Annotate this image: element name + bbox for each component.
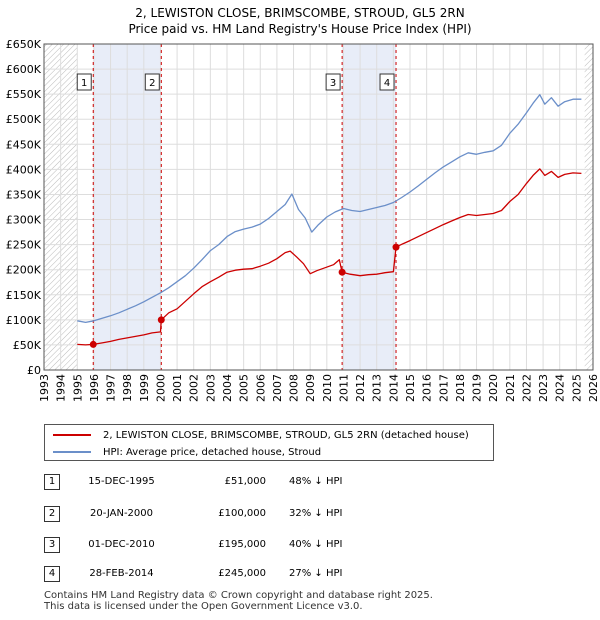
y-tick-label: £200K — [6, 264, 42, 277]
sale-point — [157, 316, 165, 324]
chart-title: 2, LEWISTON CLOSE, BRIMSCOMBE, STROUD, G… — [135, 6, 465, 20]
x-tick-label: 2016 — [421, 374, 434, 402]
transaction-hpi-delta: 40% ↓ HPI — [289, 539, 343, 550]
x-tick-label: 2007 — [271, 374, 284, 402]
x-tick-label: 2008 — [288, 374, 301, 402]
footer-copyright: Contains HM Land Registry data © Crown c… — [44, 590, 433, 601]
legend-label-hpi: HPI: Average price, detached house, Stro… — [103, 446, 322, 458]
x-tick-label: 2010 — [321, 374, 334, 402]
x-tick-label: 1994 — [55, 374, 68, 402]
transaction-price: £100,000 — [218, 508, 266, 519]
x-tick-label: 2024 — [554, 374, 567, 402]
x-tick-label: 1998 — [121, 374, 134, 402]
y-tick-label: £550K — [6, 88, 42, 101]
x-tick-label: 2026 — [587, 374, 600, 402]
x-tick-label: 1996 — [88, 374, 101, 402]
x-tick-label: 1997 — [105, 374, 118, 402]
transaction-number: 1 — [44, 474, 60, 490]
x-tick-label: 2017 — [437, 374, 450, 402]
y-tick-label: £300K — [6, 214, 42, 227]
sale-point — [89, 340, 97, 348]
transaction-hpi-delta: 48% ↓ HPI — [289, 476, 343, 487]
chart-subtitle: Price paid vs. HM Land Registry's House … — [128, 22, 472, 36]
x-tick-label: 2004 — [221, 374, 234, 402]
sale-label-number: 3 — [330, 78, 336, 89]
x-tick-label: 2023 — [537, 374, 550, 402]
x-tick-label: 2019 — [471, 374, 484, 402]
sale-label-box — [76, 73, 92, 91]
x-tick-label: 2013 — [371, 374, 384, 402]
legend-item-property: 2, LEWISTON CLOSE, BRIMSCOMBE, STROUD, G… — [53, 427, 469, 443]
transaction-price: £245,000 — [218, 568, 266, 579]
x-tick-label: 2006 — [254, 374, 267, 402]
x-tick-label: 2021 — [504, 374, 517, 402]
sale-label-box — [325, 73, 341, 91]
x-tick-label: 2002 — [188, 374, 201, 402]
series-line-hpi — [77, 94, 582, 324]
x-tick-label: 2015 — [404, 374, 417, 402]
no-data-hatch-end — [584, 44, 593, 370]
y-tick-label: £100K — [6, 314, 42, 327]
sale-label-number: 1 — [81, 78, 87, 89]
x-tick-label: 1999 — [138, 374, 151, 402]
plot-border — [43, 43, 594, 371]
y-tick-label: £400K — [6, 163, 42, 176]
legend-swatch-hpi — [53, 451, 91, 453]
y-tick-label: £600K — [6, 63, 42, 76]
y-tick-label: £650K — [6, 38, 42, 51]
legend-swatch-property — [53, 434, 91, 436]
x-tick-label: 2003 — [204, 374, 217, 402]
y-tick-label: £350K — [6, 188, 42, 201]
transaction-date: 20-JAN-2000 — [89, 508, 154, 519]
legend-item-hpi: HPI: Average price, detached house, Stro… — [53, 444, 321, 460]
transaction-date: 01-DEC-2010 — [88, 539, 155, 550]
transaction-price: £51,000 — [224, 476, 266, 487]
x-tick-label: 2001 — [171, 374, 184, 402]
y-tick-label: £500K — [6, 113, 42, 126]
sale-point — [338, 268, 346, 276]
x-tick-label: 2009 — [304, 374, 317, 402]
y-tick-label: £0 — [27, 364, 41, 377]
x-tick-label: 2011 — [337, 374, 350, 402]
x-tick-label: 2018 — [454, 374, 467, 402]
transaction-date: 15-DEC-1995 — [88, 476, 155, 487]
y-tick-label: £250K — [6, 239, 42, 252]
transaction-hpi-delta: 27% ↓ HPI — [289, 568, 343, 579]
x-tick-label: 1993 — [38, 374, 51, 402]
x-tick-label: 2020 — [487, 374, 500, 402]
x-tick-label: 2000 — [154, 374, 167, 402]
transaction-price: £195,000 — [218, 539, 266, 550]
y-tick-label: £450K — [6, 138, 42, 151]
x-tick-label: 2005 — [238, 374, 251, 402]
y-tick-label: £50K — [13, 339, 42, 352]
transaction-number: 3 — [44, 537, 60, 553]
sale-label-box — [379, 73, 395, 91]
transaction-number: 2 — [44, 506, 60, 522]
footer-licence: This data is licensed under the Open Gov… — [44, 601, 363, 612]
shaded-period — [342, 44, 397, 370]
x-tick-label: 2022 — [520, 374, 533, 402]
transaction-number: 4 — [44, 566, 60, 582]
price-chart: 1 2 3 4 £0 £50K £100K £150K £200K £250K £300K £350K… — [6, 38, 600, 402]
y-tick-label: £150K — [6, 289, 42, 302]
sale-point — [392, 243, 400, 251]
x-tick-label: 1995 — [71, 374, 84, 402]
x-tick-label: 2012 — [354, 374, 367, 402]
legend: 2, LEWISTON CLOSE, BRIMSCOMBE, STROUD, G… — [44, 424, 494, 461]
sale-label-number: 2 — [149, 78, 155, 89]
transaction-hpi-delta: 32% ↓ HPI — [289, 508, 343, 519]
transaction-date: 28-FEB-2014 — [89, 568, 154, 579]
sale-label-box — [144, 73, 160, 91]
legend-label-property: 2, LEWISTON CLOSE, BRIMSCOMBE, STROUD, G… — [103, 429, 469, 441]
x-tick-label: 2014 — [387, 374, 400, 402]
x-tick-label: 2025 — [570, 374, 583, 402]
sale-label-number: 4 — [384, 78, 390, 89]
